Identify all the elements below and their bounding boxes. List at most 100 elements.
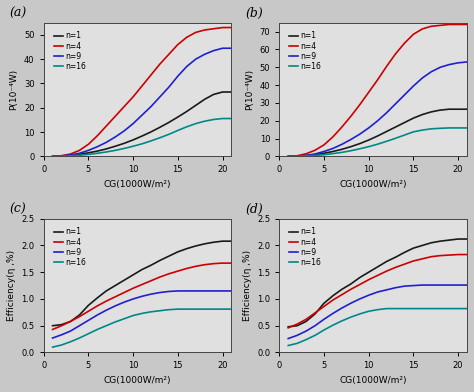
n=4 xyxy=(392,265,398,270)
n=1 xyxy=(121,278,127,283)
n=1 xyxy=(438,239,443,243)
n=16 xyxy=(219,116,225,121)
n=9 xyxy=(211,289,217,293)
n=16 xyxy=(175,128,181,133)
Line: n=9: n=9 xyxy=(53,291,231,338)
n=4 xyxy=(94,133,100,138)
n=4 xyxy=(130,94,136,99)
n=1 xyxy=(366,270,372,274)
n=9 xyxy=(384,111,390,115)
n=4 xyxy=(348,114,354,119)
n=4 xyxy=(438,253,443,258)
n=9 xyxy=(139,294,145,299)
n=9 xyxy=(401,93,407,97)
n=16 xyxy=(94,151,100,156)
n=9 xyxy=(121,300,127,305)
n=4 xyxy=(85,142,91,147)
n=4 xyxy=(157,275,163,279)
n=4 xyxy=(321,304,327,309)
n=16 xyxy=(139,311,145,316)
n=9 xyxy=(303,329,309,334)
n=16 xyxy=(392,306,398,311)
n=16 xyxy=(285,343,291,348)
n=1 xyxy=(139,267,145,272)
n=16 xyxy=(438,306,443,311)
n=4 xyxy=(357,102,363,107)
n=9 xyxy=(157,290,163,295)
n=9 xyxy=(202,52,208,57)
n=1 xyxy=(112,144,118,149)
n=9 xyxy=(228,289,234,293)
n=4 xyxy=(330,134,336,139)
n=9 xyxy=(375,290,381,294)
n=1 xyxy=(348,281,354,286)
n=1 xyxy=(321,151,327,156)
n=16 xyxy=(428,306,434,311)
n=4 xyxy=(121,290,127,295)
n=16 xyxy=(157,135,163,140)
Y-axis label: Efficiency(η ,%): Efficiency(η ,%) xyxy=(243,250,252,321)
n=4 xyxy=(464,252,470,257)
n=9 xyxy=(85,148,91,153)
n=1 xyxy=(139,134,145,138)
n=4 xyxy=(366,90,372,94)
n=1 xyxy=(384,129,390,134)
n=16 xyxy=(384,306,390,311)
n=9 xyxy=(312,323,318,328)
Line: n=1: n=1 xyxy=(53,92,231,156)
n=16 xyxy=(428,127,434,131)
n=4 xyxy=(166,271,172,276)
n=4 xyxy=(175,269,181,274)
n=1 xyxy=(330,293,336,298)
Line: n=4: n=4 xyxy=(288,24,467,156)
n=4 xyxy=(130,286,136,290)
n=9 xyxy=(321,317,327,322)
n=1 xyxy=(401,250,407,255)
n=1 xyxy=(68,319,73,324)
n=4 xyxy=(401,262,407,267)
n=9 xyxy=(94,144,100,149)
n=9 xyxy=(366,293,372,298)
n=1 xyxy=(294,323,300,328)
n=16 xyxy=(112,319,118,324)
n=1 xyxy=(50,154,55,159)
n=9 xyxy=(103,308,109,312)
n=4 xyxy=(148,278,154,283)
n=16 xyxy=(85,331,91,336)
n=16 xyxy=(339,150,345,155)
n=1 xyxy=(438,108,443,113)
n=9 xyxy=(148,104,154,109)
Legend: n=1, n=4, n=9, n=16: n=1, n=4, n=9, n=16 xyxy=(51,29,88,73)
n=1 xyxy=(375,265,381,269)
n=9 xyxy=(50,154,55,159)
n=4 xyxy=(330,298,336,302)
Line: n=1: n=1 xyxy=(288,239,467,327)
n=16 xyxy=(401,306,407,311)
Line: n=16: n=16 xyxy=(288,128,467,156)
n=16 xyxy=(50,345,55,350)
Y-axis label: Efficiency(η ,%): Efficiency(η ,%) xyxy=(7,250,16,321)
n=4 xyxy=(428,24,434,29)
n=16 xyxy=(384,139,390,143)
n=4 xyxy=(339,292,345,297)
n=4 xyxy=(285,154,291,159)
n=9 xyxy=(68,329,73,334)
n=1 xyxy=(175,250,181,254)
n=1 xyxy=(77,152,82,157)
n=9 xyxy=(184,64,190,69)
n=16 xyxy=(211,117,217,122)
Line: n=4: n=4 xyxy=(53,263,231,329)
n=4 xyxy=(294,322,300,327)
n=1 xyxy=(166,120,172,125)
n=1 xyxy=(121,141,127,146)
n=4 xyxy=(410,32,416,36)
Line: n=16: n=16 xyxy=(288,309,467,345)
n=9 xyxy=(211,48,217,53)
n=4 xyxy=(447,253,452,258)
n=16 xyxy=(157,309,163,313)
Text: (b): (b) xyxy=(246,7,263,20)
n=1 xyxy=(130,138,136,142)
n=16 xyxy=(166,132,172,137)
n=4 xyxy=(228,261,234,265)
n=1 xyxy=(148,129,154,134)
